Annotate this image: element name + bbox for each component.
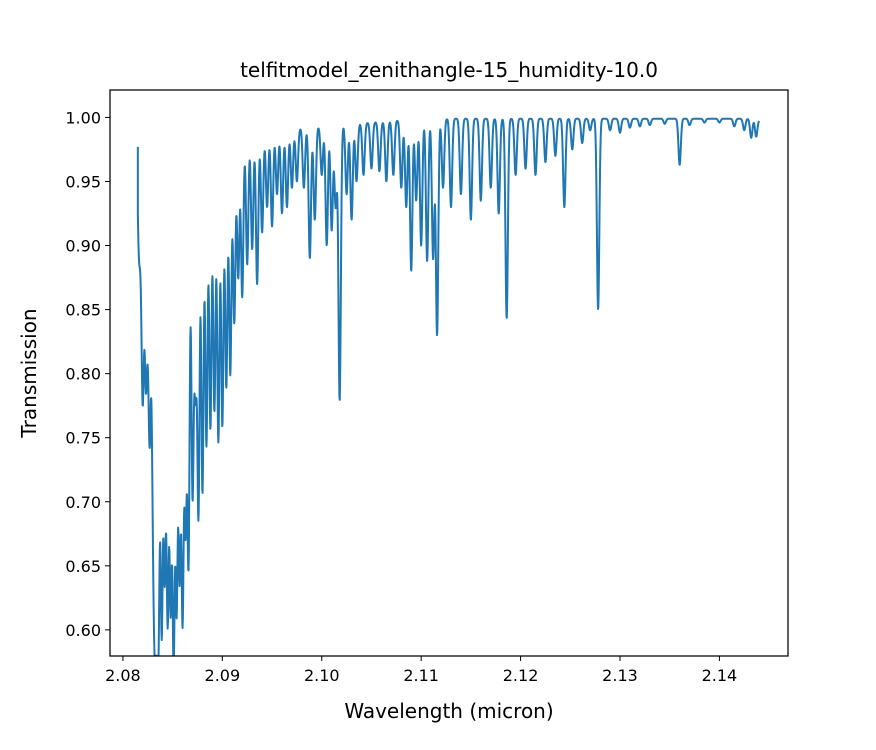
y-tick-label: 0.85: [65, 301, 101, 320]
x-tick-label: 2.10: [304, 666, 340, 685]
y-tick-label: 0.65: [65, 557, 101, 576]
y-tick-label: 0.80: [65, 365, 101, 384]
x-axis-label: Wavelength (micron): [344, 699, 553, 723]
y-tick-label: 0.95: [65, 172, 101, 191]
y-tick-label: 0.75: [65, 429, 101, 448]
chart-title: telfitmodel_zenithangle-15_humidity-10.0: [240, 58, 658, 82]
y-tick-label: 0.90: [65, 237, 101, 256]
plot-frame: [109, 89, 789, 657]
x-tick-label: 2.11: [403, 666, 439, 685]
y-tick-label: 0.70: [65, 493, 101, 512]
y-axis-label: Transmission: [17, 308, 41, 438]
x-tick-label: 2.08: [105, 666, 141, 685]
y-tick-label: 0.60: [65, 621, 101, 640]
y-tick-label: 1.00: [65, 108, 101, 127]
x-tick-label: 2.12: [503, 666, 539, 685]
x-axis: 2.08 2.09 2.10 2.11 2.12 2.13 2.14: [105, 656, 737, 685]
x-tick-label: 2.09: [205, 666, 241, 685]
y-axis: 0.60 0.65 0.70 0.75 0.80 0.85 0.90 0.95 1.00: [65, 108, 110, 640]
transmission-series-line: [136, 117, 760, 656]
x-tick-label: 2.13: [602, 666, 638, 685]
x-tick-label: 2.14: [702, 666, 738, 685]
plot-area: [136, 117, 760, 656]
